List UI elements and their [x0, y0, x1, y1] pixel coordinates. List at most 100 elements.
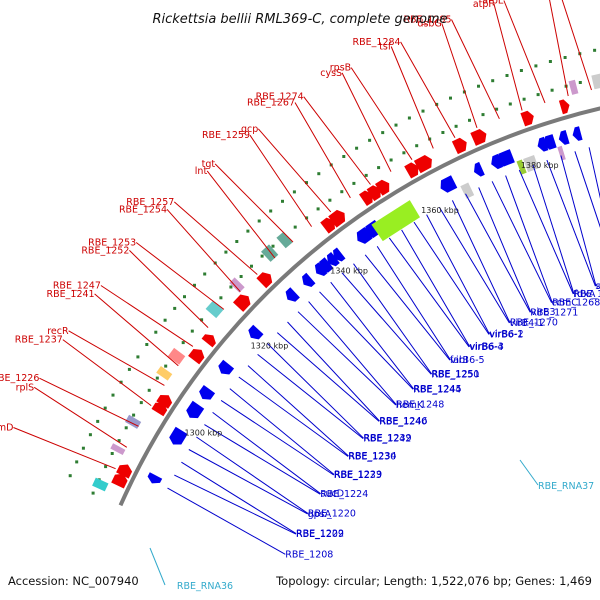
leader-line	[532, 164, 575, 294]
reverse-gene-label: RBE_1270	[510, 318, 558, 329]
forward-gene-label: RBE_1284	[353, 37, 401, 48]
leader-line	[426, 214, 490, 335]
reverse-gene-label: RBE_1271	[530, 307, 578, 318]
cog-feature-box	[557, 145, 566, 161]
gc-dot	[454, 124, 458, 128]
cog-feature-box	[568, 79, 579, 95]
leader-line	[364, 254, 451, 361]
forward-gene-arrow	[470, 129, 487, 146]
gc-dot	[81, 446, 85, 450]
reverse-gene-arrow	[248, 324, 264, 340]
gc-dot	[441, 131, 445, 134]
gc-dot	[193, 283, 196, 287]
forward-gene-label: RBE_1254	[119, 204, 167, 215]
reverse-gene-arrow	[218, 359, 235, 375]
leader-line	[94, 293, 179, 367]
cog-feature-box	[460, 182, 475, 199]
forward-gene-arrow	[404, 162, 419, 179]
leader-line	[167, 487, 286, 555]
forward-gene-arrow	[256, 272, 273, 289]
gc-dot	[281, 199, 284, 203]
gc-dot	[505, 74, 509, 77]
gc-dot	[111, 393, 115, 397]
cog-feature-box	[110, 443, 126, 455]
cog-feature-box	[591, 73, 600, 90]
reverse-gene-label: RBE_1250	[431, 369, 479, 380]
leader-line	[276, 332, 380, 422]
leader-line	[173, 201, 258, 275]
reverse-gene-arrow	[285, 287, 300, 302]
gc-dot	[522, 97, 526, 101]
reverse-gene-label: RBE_1224	[320, 489, 368, 500]
gc-dot	[342, 155, 346, 158]
forward-gene-arrow	[366, 185, 381, 202]
gc-dot	[190, 329, 194, 333]
leader-line	[188, 449, 308, 515]
gc-dot	[352, 181, 356, 185]
forward-gene-arrow	[111, 473, 128, 489]
reverse-gene-label: virB3	[531, 307, 556, 318]
gc-dot	[203, 272, 207, 276]
kbp-tick-label: 1380 kbp	[521, 161, 559, 170]
gc-dot	[355, 146, 359, 150]
gc-dot	[271, 244, 275, 248]
reverse-gene-label: RBE_1208	[285, 549, 333, 560]
gc-dot	[389, 158, 393, 162]
label-leader-lines	[13, 0, 600, 586]
gc-dot	[519, 69, 523, 72]
reverse-gene-label: RBE_1220	[308, 508, 356, 519]
leader-line	[13, 427, 116, 470]
gc-dot	[481, 113, 485, 117]
leader-line	[341, 272, 432, 375]
leader-line	[247, 365, 349, 457]
kbp-tick-label: 1300 kbp	[185, 428, 223, 437]
gc-dot	[132, 413, 136, 417]
gc-dot	[508, 102, 512, 106]
reverse-gene-arrow	[474, 161, 485, 177]
forward-gene-arrow	[320, 217, 335, 234]
forward-gene-label: lnt	[195, 166, 208, 177]
gc-dot	[88, 433, 92, 437]
gc-dot	[124, 426, 128, 430]
reverse-gene-label: gpsA	[308, 509, 332, 520]
gc-dot	[415, 144, 419, 148]
leader-line	[174, 474, 297, 535]
leader-line	[204, 424, 321, 495]
accession-text: Accession: NC_007940	[8, 574, 139, 588]
leader-line	[68, 330, 165, 386]
gc-dot	[435, 102, 439, 106]
leader-line	[297, 311, 397, 406]
gc-dot	[421, 109, 425, 113]
forward-gene-label: gcp	[241, 124, 258, 135]
forward-gene-label: atpE	[482, 0, 504, 7]
gc-dot	[155, 376, 159, 380]
forward-gene-label: RBE_1252	[81, 245, 129, 256]
forward-gene-label: dsbG	[417, 18, 441, 29]
leader-line	[350, 67, 413, 160]
forward-gene-label: trmD	[0, 423, 13, 434]
reverse-gene-label: argB	[596, 281, 600, 292]
reverse-gene-arrow	[543, 134, 557, 150]
cog-feature-box	[516, 159, 527, 175]
reverse-gene-arrow	[302, 272, 316, 287]
leader-line	[319, 291, 414, 390]
reverse-gene-label: virB6-3	[470, 342, 504, 353]
kbp-tick-labels: 1300 kbp 1320 kbp 1340 kbp 1360 kbp 1380 kbp…	[185, 161, 559, 438]
leader-line	[441, 23, 478, 129]
forward-gene-label: cysS	[320, 68, 342, 79]
kbp-tick-label: 1320 kbp	[251, 341, 289, 350]
gc-dot	[402, 151, 406, 155]
gc-dot	[91, 491, 95, 495]
leader-line	[478, 187, 532, 313]
leader-line	[413, 221, 490, 335]
rna-gene-label: RBE_RNA37	[538, 481, 594, 492]
reverse-gene-label: RBE_1239	[364, 433, 412, 444]
forward-gene-arrow	[116, 464, 133, 479]
gc-dot	[593, 48, 597, 52]
gc-dot	[239, 275, 243, 278]
leader-line	[341, 72, 392, 172]
reverse-gene-arrow	[491, 153, 504, 170]
gc-dot	[164, 364, 168, 368]
leader-line	[39, 377, 139, 427]
gc-dot	[183, 295, 186, 299]
